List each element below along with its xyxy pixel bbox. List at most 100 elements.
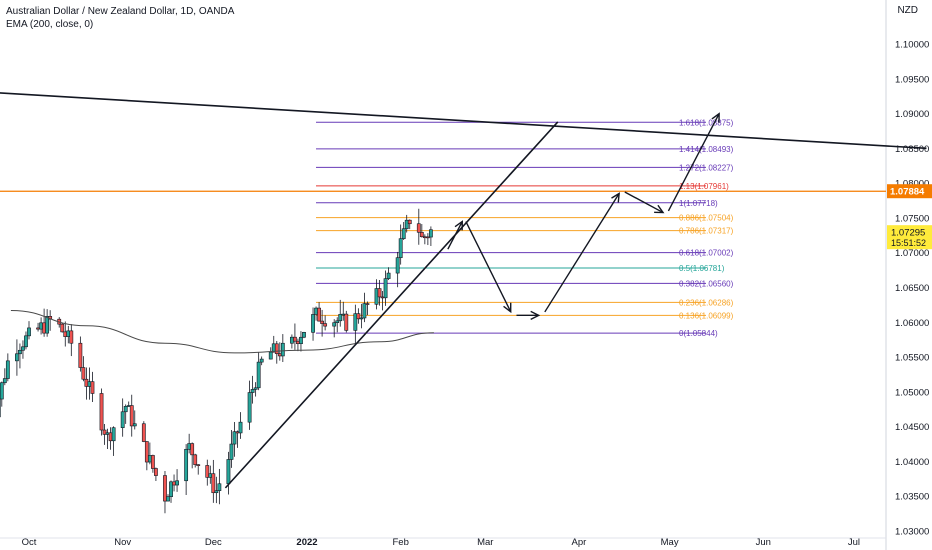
candle-body[interactable] (250, 389, 255, 393)
candle-body[interactable] (81, 367, 86, 380)
candle-body[interactable] (84, 378, 89, 387)
candle-body[interactable] (238, 421, 243, 434)
candle-body[interactable] (398, 238, 403, 259)
candle-body[interactable] (163, 475, 167, 502)
candle-body[interactable] (280, 342, 285, 357)
candle-body[interactable] (111, 427, 116, 442)
candle-body[interactable] (344, 313, 349, 331)
candle-body[interactable] (380, 296, 385, 299)
projection-arrow-line[interactable] (447, 221, 463, 250)
trendline[interactable] (0, 92, 927, 150)
candle-body[interactable] (99, 393, 104, 431)
candle-body[interactable] (356, 313, 361, 320)
candle-body[interactable] (359, 317, 364, 320)
candle-body[interactable] (232, 431, 237, 445)
candle-body[interactable] (274, 343, 279, 354)
candle-body[interactable] (395, 257, 400, 274)
candle-body[interactable] (419, 231, 424, 238)
candle-body[interactable] (404, 219, 409, 230)
candle-body[interactable] (18, 349, 22, 355)
candle-body[interactable] (253, 387, 258, 390)
candle-body[interactable] (268, 351, 273, 360)
candle-body[interactable] (27, 327, 31, 337)
candle-body[interactable] (302, 332, 306, 338)
candle-body[interactable] (166, 496, 170, 502)
candle-body[interactable] (208, 473, 213, 478)
candle-body[interactable] (63, 331, 68, 337)
candle-body[interactable] (175, 480, 179, 486)
candle-body[interactable] (60, 323, 65, 333)
candle-body[interactable] (259, 358, 264, 363)
candle-body[interactable] (247, 392, 252, 423)
candle-body[interactable] (196, 464, 201, 466)
candle-body[interactable] (323, 323, 328, 327)
ema-200-line[interactable] (10, 310, 434, 354)
candle-body[interactable] (39, 322, 43, 330)
candle-body[interactable] (256, 361, 261, 389)
candle-body[interactable] (90, 381, 95, 394)
candle-body[interactable] (332, 322, 337, 327)
candle-body[interactable] (289, 336, 294, 344)
projection-arrow-line[interactable] (465, 221, 512, 313)
candle-body[interactable] (277, 353, 282, 357)
candle-body[interactable] (102, 429, 107, 435)
candle-body[interactable] (362, 303, 367, 319)
currency-label[interactable]: NZD (897, 5, 918, 16)
candle-body[interactable] (428, 229, 433, 238)
candle-body[interactable] (217, 483, 222, 491)
candle-body[interactable] (317, 307, 321, 322)
candle-body[interactable] (386, 272, 391, 279)
candle-body[interactable] (2, 378, 7, 384)
candle-body[interactable] (335, 320, 340, 323)
candle-body[interactable] (169, 481, 173, 497)
candle-body[interactable] (235, 431, 240, 434)
candle-body[interactable] (21, 346, 25, 351)
candle-body[interactable] (42, 322, 47, 334)
candle-body[interactable] (126, 405, 131, 407)
projection-arrow-line[interactable] (544, 193, 620, 313)
candle-body[interactable] (69, 330, 74, 344)
candle-body[interactable] (299, 336, 303, 345)
candle-body[interactable] (154, 468, 158, 476)
candle-body[interactable] (66, 330, 71, 337)
candle-body[interactable] (129, 405, 134, 427)
candle-body[interactable] (425, 236, 430, 239)
candle-body[interactable] (320, 320, 325, 324)
candle-body[interactable] (401, 228, 406, 239)
candle-body[interactable] (338, 314, 343, 322)
candle-body[interactable] (226, 459, 231, 485)
candle-body[interactable] (172, 481, 176, 486)
last-price-badge[interactable] (887, 225, 932, 250)
horizontal-line-badge[interactable] (887, 184, 932, 199)
candle-body[interactable] (193, 454, 198, 465)
candle-body[interactable] (36, 327, 40, 330)
candle-body[interactable] (311, 314, 315, 333)
candle-body[interactable] (144, 441, 149, 463)
candle-body[interactable] (296, 340, 300, 345)
candle-body[interactable] (150, 455, 155, 469)
candle-body[interactable] (120, 411, 125, 429)
candle-body[interactable] (108, 432, 113, 442)
projection-arrow-line[interactable] (667, 113, 720, 212)
candle-body[interactable] (211, 473, 216, 494)
candle-body[interactable] (374, 288, 379, 305)
candle-body[interactable] (214, 490, 219, 494)
candle-body[interactable] (314, 307, 318, 315)
candle-body[interactable] (422, 236, 427, 239)
candle-body[interactable] (383, 278, 388, 299)
candle-body[interactable] (141, 423, 146, 442)
trendline[interactable] (224, 121, 559, 489)
candle-body[interactable] (377, 288, 382, 298)
projection-arrow-line[interactable] (624, 191, 664, 214)
candle-body[interactable] (365, 303, 370, 305)
candle-body[interactable] (78, 342, 83, 368)
candle-body[interactable] (15, 353, 19, 362)
candle-body[interactable] (293, 336, 297, 342)
candle-body[interactable] (229, 443, 234, 460)
candle-body[interactable] (341, 313, 346, 316)
candle-body[interactable] (0, 382, 4, 400)
candle-body[interactable] (353, 313, 358, 331)
candle-body[interactable] (416, 223, 421, 233)
